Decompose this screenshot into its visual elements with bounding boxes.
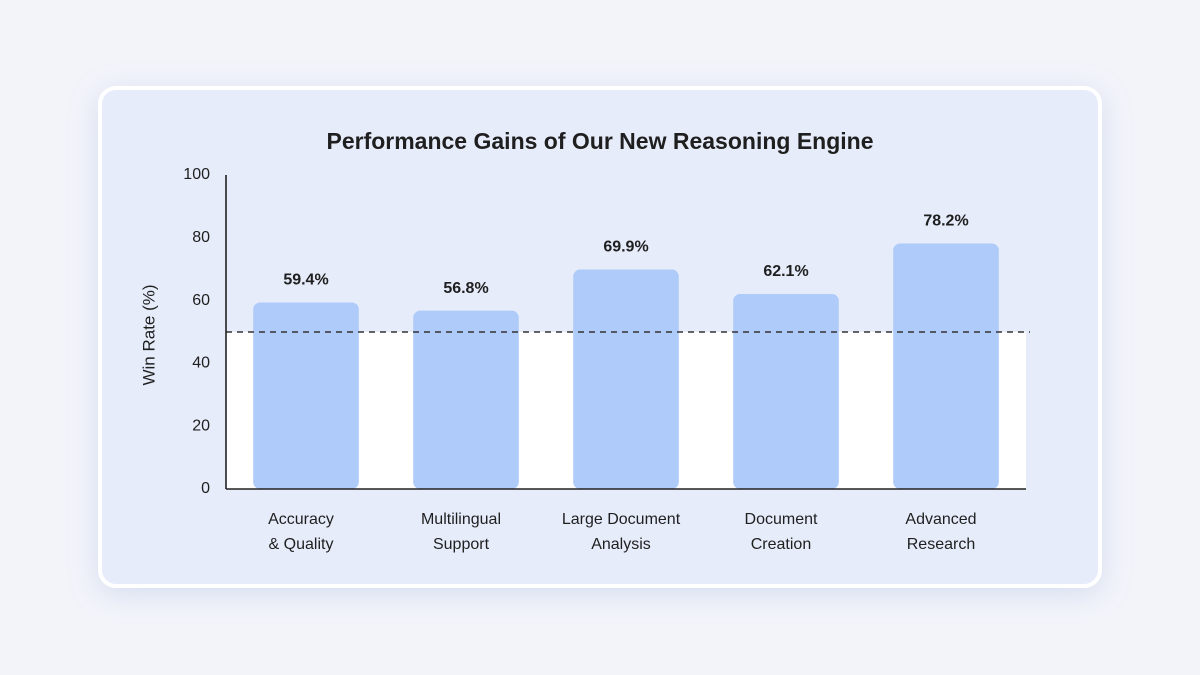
y-tick-label: 80	[192, 229, 210, 246]
bar	[253, 302, 359, 489]
y-tick-label: 60	[192, 292, 210, 309]
x-tick-label: Large Document Analysis	[561, 511, 681, 553]
bar	[413, 310, 519, 489]
bar	[733, 294, 839, 489]
value-label: 59.4%	[283, 272, 328, 289]
x-tick-label: Advanced Research	[905, 511, 977, 553]
x-tick-label: Multilingual Support	[420, 511, 502, 553]
y-tick-label: 20	[192, 417, 210, 434]
bar	[893, 243, 999, 489]
y-tick-label: 100	[183, 166, 210, 183]
y-tick-label: 40	[192, 355, 210, 372]
bar	[573, 269, 679, 489]
y-tick-label: 0	[201, 480, 210, 497]
x-tick-label: Document Creation	[744, 511, 818, 553]
value-label: 69.9%	[603, 239, 648, 256]
value-label: 56.8%	[443, 280, 488, 297]
chart-title: Performance Gains of Our New Reasoning E…	[326, 128, 873, 154]
value-label: 62.1%	[763, 263, 808, 280]
x-tick-label: Accuracy & Quality	[268, 511, 334, 553]
value-label: 78.2%	[923, 213, 968, 230]
y-axis-label: Win Rate (%)	[139, 284, 158, 385]
